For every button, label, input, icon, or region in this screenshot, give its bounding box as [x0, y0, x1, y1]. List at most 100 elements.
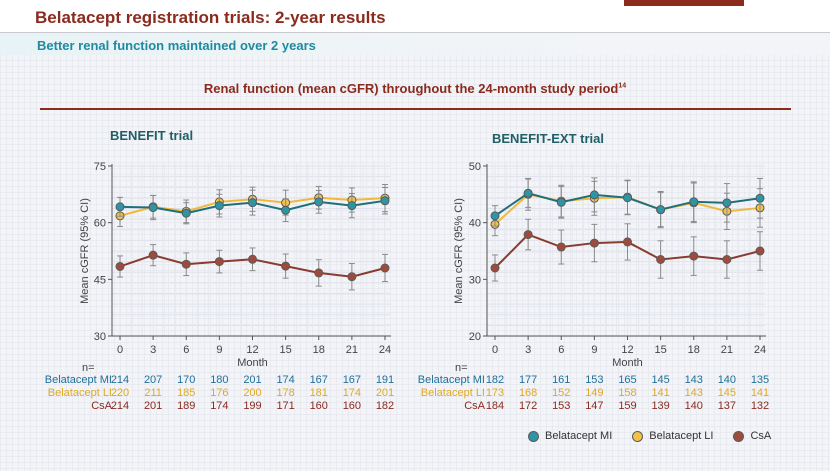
benefit-ext-n-value-belatacept-li: 149 [585, 387, 603, 399]
benefit-point-csa [314, 268, 324, 278]
benefit-n-value-csa: 201 [144, 400, 162, 412]
benefit-ext-n-value-csa: 184 [486, 400, 504, 412]
legend-marker-belatacept-li [632, 430, 644, 442]
benefit-n-value-belatacept-li: 181 [310, 387, 328, 399]
benefit-ext-point-belatacept-mi [689, 197, 699, 207]
benefit-y-axis-label: Mean cGFR (95% CI) [79, 198, 91, 304]
benefit-point-belatacept-mi [380, 196, 390, 206]
benefit-ext-x-tick-label: 9 [591, 344, 597, 356]
benefit-n-value-csa: 214 [111, 400, 129, 412]
benefit-n-value-csa: 189 [177, 400, 195, 412]
benefit-point-belatacept-mi [115, 202, 125, 212]
benefit-ext-n-value-belatacept-mi: 165 [618, 374, 636, 386]
benefit-ext-point-belatacept-mi [656, 205, 666, 215]
benefit-n-value-belatacept-li: 178 [276, 387, 294, 399]
benefit-y-tick-label: 60 [94, 218, 106, 230]
benefit-point-csa [115, 261, 125, 271]
benefit-ext-y-axis-label: Mean cGFR (95% CI) [453, 198, 465, 304]
heading-divider [40, 108, 791, 110]
chart-heading-text: Renal function (mean cGFR) throughout th… [203, 81, 619, 96]
benefit-n-value-belatacept-mi: 207 [144, 374, 162, 386]
benefit-n-row-label-belatacept-mi: Belatacept MI [45, 374, 112, 386]
benefit-ext-n-value-csa: 172 [519, 400, 537, 412]
benefit-ext-point-csa [689, 251, 699, 261]
benefit-point-belatacept-mi [281, 205, 291, 215]
benefit-n-value-belatacept-mi: 167 [343, 374, 361, 386]
benefit-ext-y-tick-label: 20 [469, 331, 481, 343]
benefit-point-csa [248, 254, 257, 264]
benefit-ext-n-value-csa: 140 [685, 400, 703, 412]
benefit-x-tick-label: 12 [246, 344, 258, 356]
benefit-point-csa [181, 259, 191, 269]
benefit-n-value-belatacept-li: 211 [144, 387, 162, 399]
benefit-n-value-csa: 171 [276, 400, 294, 412]
benefit-n-value-belatacept-mi: 191 [376, 374, 394, 386]
benefit-ext-n-value-belatacept-li: 145 [718, 387, 736, 399]
benefit-n-value-belatacept-li: 220 [111, 387, 129, 399]
subtitle-band [0, 33, 830, 55]
legend-marker-csa [733, 430, 745, 442]
benefit-ext-point-belatacept-mi [556, 197, 566, 207]
benefit-ext-n-value-belatacept-mi: 145 [651, 374, 669, 386]
benefit-point-belatacept-mi [314, 197, 324, 207]
benefit-x-tick-label: 24 [379, 344, 391, 356]
benefit-x-tick-label: 21 [346, 344, 358, 356]
benefit-ext-n-value-belatacept-mi: 182 [486, 374, 504, 386]
benefit-point-csa [281, 261, 291, 271]
benefit-x-tick-label: 6 [183, 344, 189, 356]
benefit-ext-x-tick-label: 15 [655, 344, 667, 356]
title-divider [0, 32, 830, 33]
benefit-n-header: n= [82, 362, 95, 374]
benefit-ext-n-value-belatacept-mi: 177 [519, 374, 537, 386]
page-title: Belatacept registration trials: 2-year r… [35, 8, 386, 27]
benefit-ext-point-belatacept-mi [589, 190, 599, 200]
benefit-ext-n-value-belatacept-li: 168 [519, 387, 537, 399]
benefit-ext-n-value-belatacept-li: 143 [685, 387, 703, 399]
benefit-n-value-belatacept-li: 176 [210, 387, 228, 399]
benefit-ext-n-value-belatacept-mi: 153 [585, 374, 603, 386]
benefit-n-row-label-csa: CsA [91, 400, 112, 412]
benefit-x-axis-label: Month [237, 357, 268, 369]
benefit-point-csa [148, 250, 158, 260]
benefit-ext-point-belatacept-mi [755, 193, 765, 203]
benefit-ext-n-row-label-belatacept-li: Belatacept LI [421, 387, 485, 399]
benefit-ext-n-value-belatacept-mi: 140 [718, 374, 736, 386]
benefit-n-value-csa: 160 [343, 400, 361, 412]
benefit-ext-x-tick-label: 18 [688, 344, 700, 356]
benefit-ext-point-belatacept-mi [523, 188, 533, 198]
benefit-n-value-csa: 199 [243, 400, 261, 412]
benefit-n-value-csa: 174 [210, 400, 228, 412]
benefit-ext-x-tick-label: 21 [721, 344, 733, 356]
benefit-point-csa [347, 272, 357, 282]
benefit-ext-x-tick-label: 24 [754, 344, 766, 356]
benefit-point-belatacept-mi [181, 208, 191, 218]
benefit-ext-chart-title: BENEFIT-EXT trial [492, 131, 604, 146]
legend-item-belatacept-li: Belatacept LI [632, 430, 713, 442]
benefit-ext-n-row-label-belatacept-mi: Belatacept MI [418, 374, 485, 386]
benefit-ext-n-value-csa: 132 [751, 400, 769, 412]
benefit-n-value-belatacept-li: 185 [177, 387, 195, 399]
chart-heading-reference: 14 [618, 82, 627, 90]
benefit-point-belatacept-mi [347, 201, 357, 211]
benefit-x-tick-label: 15 [280, 344, 292, 356]
chart-heading: Renal function (mean cGFR) throughout th… [0, 81, 830, 96]
benefit-ext-n-value-csa: 137 [718, 400, 736, 412]
benefit-n-value-belatacept-li: 200 [243, 387, 261, 399]
benefit-n-value-belatacept-mi: 180 [210, 374, 228, 386]
legend-marker-belatacept-mi [528, 430, 539, 442]
benefit-ext-n-value-csa: 153 [552, 400, 570, 412]
benefit-ext-n-value-belatacept-li: 173 [486, 387, 504, 399]
benefit-ext-n-value-belatacept-li: 141 [651, 387, 669, 399]
benefit-ext-y-tick-label: 50 [469, 161, 481, 173]
benefit-ext-point-belatacept-mi [623, 193, 632, 203]
benefit-ext-point-csa [523, 230, 533, 240]
legend-label-belatacept-mi: Belatacept MI [545, 430, 613, 442]
benefit-ext-x-tick-label: 0 [492, 344, 498, 356]
benefit-ext-point-csa [722, 255, 732, 264]
benefit-ext-point-csa [490, 263, 500, 273]
benefit-ext-y-tick-label: 30 [469, 274, 481, 286]
chart-legend: Belatacept MI Belatacept LI CsA [528, 430, 771, 442]
benefit-ext-x-axis-label: Month [612, 357, 643, 369]
benefit-ext-x-tick-label: 12 [621, 344, 633, 356]
